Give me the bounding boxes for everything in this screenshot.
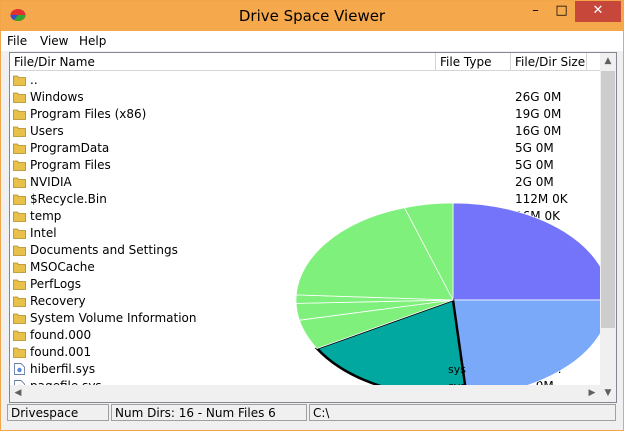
status-path: C:\	[309, 404, 616, 421]
folder-icon	[13, 296, 26, 307]
item-name: Documents and Settings	[30, 243, 178, 257]
folder-icon	[13, 109, 26, 120]
status-bar: Drivespace Num Dirs: 16 - Num Files 6 C:…	[1, 404, 623, 426]
list-item[interactable]: ProgramData 5G 0M	[10, 140, 600, 157]
item-name: NVIDIA	[30, 175, 72, 189]
maximize-button[interactable]: □	[555, 3, 568, 18]
item-name: ..	[30, 73, 38, 87]
title-bar[interactable]: Drive Space Viewer – □ ✕	[1, 1, 623, 31]
list-item[interactable]: Users 16G 0M	[10, 123, 600, 140]
file-list[interactable]: File/Dir Name File Type File/Dir Size ..…	[9, 52, 617, 403]
pie-slice-nvidia	[403, 202, 454, 301]
scroll-right-icon[interactable]: ▶	[588, 388, 596, 398]
folder-icon	[13, 143, 26, 154]
status-app-name: Drivespace	[7, 404, 109, 421]
item-name: $Recycle.Bin	[30, 192, 107, 206]
disk-usage-pie-chart: sys sys	[295, 202, 611, 399]
list-item[interactable]: NVIDIA 2G 0M	[10, 174, 600, 191]
item-name: Recovery	[30, 294, 86, 308]
folder-icon	[13, 177, 26, 188]
item-size: 112M 0K	[515, 192, 568, 206]
list-item[interactable]: $Recycle.Bin 112M 0K	[10, 191, 600, 208]
item-size: 19G 0M	[515, 107, 562, 121]
scroll-thumb[interactable]	[601, 71, 615, 328]
item-name: Program Files	[30, 158, 111, 172]
folder-icon	[13, 75, 26, 86]
folder-icon	[13, 245, 26, 256]
folder-icon	[13, 279, 26, 290]
folder-icon	[13, 313, 26, 324]
pie-label-hiberfil: sys	[448, 363, 466, 376]
folder-icon	[13, 347, 26, 358]
item-name: found.000	[30, 328, 92, 342]
menu-file[interactable]: File	[7, 34, 28, 48]
folder-icon	[13, 160, 26, 171]
vertical-scrollbar[interactable]: ▲ ▼	[600, 53, 616, 402]
close-button[interactable]: ✕	[575, 1, 621, 22]
folder-icon	[13, 126, 26, 137]
list-item[interactable]: Windows 26G 0M	[10, 89, 600, 106]
folder-icon	[13, 92, 26, 103]
list-item[interactable]: ..	[10, 72, 600, 89]
item-name: Windows	[30, 90, 84, 104]
menu-view[interactable]: View	[40, 34, 69, 48]
folder-icon	[13, 262, 26, 273]
menu-bar: File View Help	[1, 31, 623, 51]
pie-slice-users	[295, 207, 454, 301]
scroll-down-icon[interactable]: ▼	[604, 388, 612, 398]
item-name: ProgramData	[30, 141, 110, 155]
item-name: System Volume Information	[30, 311, 197, 325]
column-header-filler	[587, 53, 600, 71]
item-size: 26G 0M	[515, 90, 562, 104]
folder-icon	[13, 211, 26, 222]
folder-icon	[13, 330, 26, 341]
folder-icon	[13, 228, 26, 239]
app-icon	[10, 9, 26, 21]
menu-help[interactable]: Help	[79, 34, 107, 48]
item-name: Intel	[30, 226, 57, 240]
scroll-up-icon[interactable]: ▲	[604, 56, 612, 66]
list-item[interactable]: Program Files 5G 0M	[10, 157, 600, 174]
scroll-left-icon[interactable]: ◀	[14, 388, 22, 398]
folder-icon	[13, 194, 26, 205]
item-name: PerfLogs	[30, 277, 82, 291]
column-header-type[interactable]: File Type	[436, 53, 511, 71]
status-counts: Num Dirs: 16 - Num Files 6	[111, 404, 307, 421]
column-header-name[interactable]: File/Dir Name	[10, 53, 436, 71]
column-header-size[interactable]: File/Dir Size	[511, 53, 587, 71]
minimize-button[interactable]: –	[532, 3, 539, 18]
list-item[interactable]: Program Files (x86) 19G 0M	[10, 106, 600, 123]
horizontal-scrollbar[interactable]: ◀ ▶	[10, 385, 600, 402]
pie-slice-windows	[452, 202, 611, 301]
window-title: Drive Space Viewer	[238, 7, 386, 25]
item-name: MSOCache	[30, 260, 95, 274]
item-name: found.001	[30, 345, 92, 359]
item-size: 5G 0M	[515, 158, 554, 172]
item-name: temp	[30, 209, 62, 223]
item-name: Program Files (x86)	[30, 107, 147, 121]
pie-slice-program-files-x86	[452, 299, 611, 398]
item-size: 5G 0M	[515, 141, 554, 155]
item-size: 16G 0M	[515, 124, 562, 138]
item-name: Users	[30, 124, 64, 138]
item-size: 2G 0M	[515, 175, 554, 189]
item-name: hiberfil.sys	[30, 362, 96, 376]
file-icon	[14, 363, 25, 375]
